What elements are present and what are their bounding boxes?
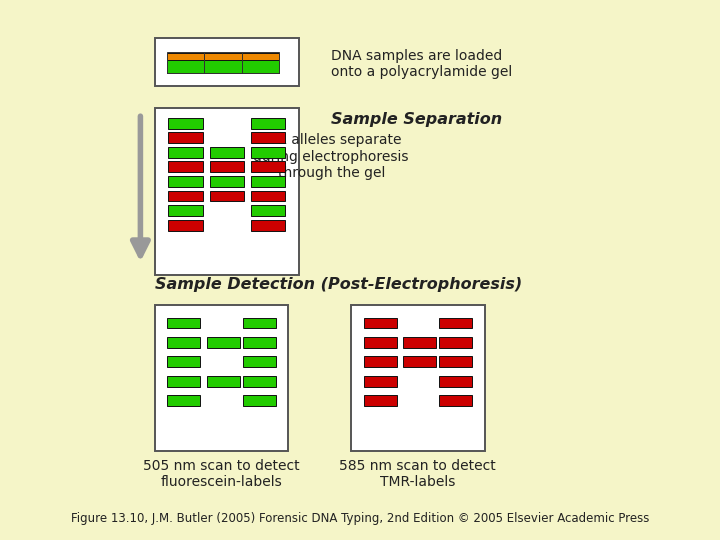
Bar <box>167 376 200 387</box>
Bar <box>243 356 276 367</box>
Bar <box>168 191 203 201</box>
Bar <box>207 376 240 387</box>
Bar <box>251 176 285 187</box>
Bar <box>168 161 203 172</box>
Bar <box>167 60 204 73</box>
Bar <box>207 337 240 348</box>
Bar <box>167 395 200 406</box>
Bar <box>439 395 472 406</box>
Bar <box>251 191 285 201</box>
Text: Figure 13.10, J.M. Butler (2005) Forensic DNA Typing, 2nd Edition © 2005 Elsevie: Figure 13.10, J.M. Butler (2005) Forensi… <box>71 512 649 525</box>
Bar <box>251 205 285 216</box>
Bar <box>403 337 436 348</box>
Bar <box>167 318 200 328</box>
Text: STR alleles separate
during electrophoresis
through the gel: STR alleles separate during electrophore… <box>253 133 409 180</box>
Bar <box>167 52 204 65</box>
Text: DNA samples are loaded
onto a polyacrylamide gel: DNA samples are loaded onto a polyacryla… <box>331 49 513 79</box>
Bar <box>242 52 279 65</box>
Bar <box>210 191 244 201</box>
Bar <box>439 337 472 348</box>
Bar <box>155 108 299 275</box>
Bar <box>210 176 244 187</box>
Bar <box>251 118 285 129</box>
Bar <box>243 395 276 406</box>
Bar <box>364 337 397 348</box>
Bar <box>243 318 276 328</box>
Bar <box>364 318 397 328</box>
Bar <box>251 147 285 158</box>
Bar <box>210 161 244 172</box>
Bar <box>168 132 203 143</box>
Bar <box>155 305 288 451</box>
Bar <box>403 356 436 367</box>
Bar <box>204 52 242 65</box>
Bar <box>204 60 242 73</box>
Bar <box>168 118 203 129</box>
Text: Sample Detection (Post-Electrophoresis): Sample Detection (Post-Electrophoresis) <box>155 276 522 292</box>
Bar <box>243 337 276 348</box>
Bar <box>168 176 203 187</box>
Bar <box>364 376 397 387</box>
Bar <box>168 220 203 231</box>
Bar <box>439 376 472 387</box>
Bar <box>364 395 397 406</box>
Bar <box>251 132 285 143</box>
Bar <box>251 161 285 172</box>
Text: Sample Separation: Sample Separation <box>331 112 503 127</box>
Text: 585 nm scan to detect
TMR-labels: 585 nm scan to detect TMR-labels <box>339 459 496 489</box>
Bar <box>251 220 285 231</box>
Bar <box>243 376 276 387</box>
Bar <box>204 52 242 73</box>
Bar <box>439 318 472 328</box>
Bar <box>210 147 244 158</box>
Bar <box>167 337 200 348</box>
Bar <box>167 52 204 73</box>
Bar <box>364 356 397 367</box>
Bar <box>439 356 472 367</box>
Bar <box>155 38 299 86</box>
Bar <box>242 60 279 73</box>
Bar <box>168 205 203 216</box>
Bar <box>167 356 200 367</box>
Bar <box>351 305 485 451</box>
Bar <box>242 52 279 73</box>
Bar <box>168 147 203 158</box>
Text: 505 nm scan to detect
fluorescein-labels: 505 nm scan to detect fluorescein-labels <box>143 459 300 489</box>
